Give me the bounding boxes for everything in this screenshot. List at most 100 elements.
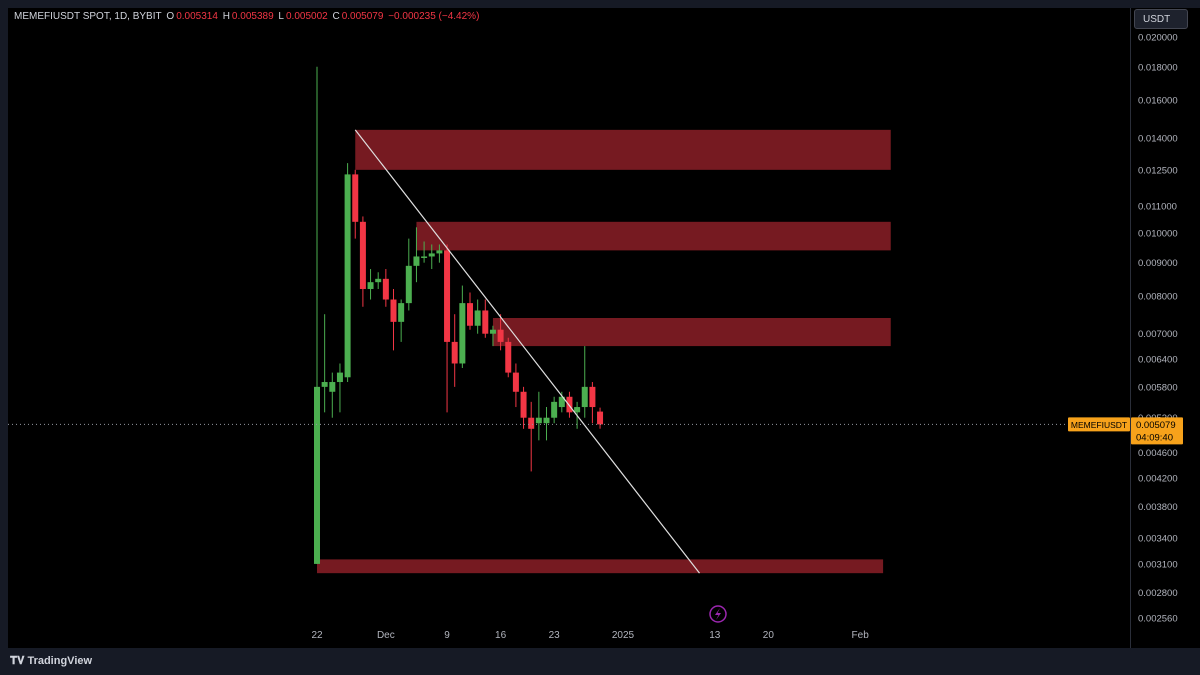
candle-body [314,386,320,564]
y-tick-label: 0.006400 [1138,355,1178,366]
high-value: 0.005389 [231,11,274,22]
y-tick-label: 0.011000 [1138,201,1177,212]
candle-body [489,329,496,334]
candle-body [505,341,512,373]
y-tick-label: 0.004200 [1138,474,1178,485]
currency-button[interactable]: USDT [1134,9,1188,29]
x-tick-label: 16 [495,630,507,641]
candle-body [574,407,581,413]
candle-body [520,391,527,418]
footer-bar [0,648,1200,675]
candle-body [421,256,428,258]
candle-body [405,265,412,304]
lightning-icon[interactable] [709,605,727,623]
candle-body [413,256,420,266]
trendline [354,129,700,574]
supply-zone-3 [492,318,891,347]
candle-body [375,278,382,283]
close-label: C [332,11,340,22]
low-value: 0.005002 [285,11,328,22]
y-tick-label: 0.007000 [1138,329,1178,340]
x-tick-label: 9 [444,630,450,641]
symbol-title[interactable]: MEMEFIUSDT SPOT, 1D, BYBIT [14,11,162,22]
y-tick-label: 0.012500 [1138,165,1178,176]
x-tick-label: 22 [311,630,323,641]
y-tick-label: 0.020000 [1138,33,1178,44]
open-value: 0.005314 [176,11,218,22]
change-value: −0.000235 (−4.42%) [388,11,480,22]
candle-body [497,329,504,342]
x-tick-label: Dec [377,630,395,641]
y-tick-label: 0.004600 [1138,448,1178,459]
candle-body [359,221,366,289]
trendline-layer [354,129,700,574]
open-label: O [166,11,175,22]
y-axis-ticks: 0.020000 0.018000 0.016000 0.014000 0.012500… [1138,33,1178,625]
x-tick-label: 20 [763,630,775,641]
candle-body [444,250,451,342]
candle-body [367,282,374,289]
candle-body [528,417,535,429]
tradingview-mark-icon: 𝐓𝐕 [10,655,25,667]
candle-body [551,401,558,418]
candle-body [436,250,443,254]
candle-body [321,382,328,387]
y-tick-label: 0.008000 [1138,291,1178,302]
tradingview-logo[interactable]: 𝐓𝐕 TradingView [10,655,92,668]
y-tick-label: 0.009000 [1138,258,1178,269]
candle-body [398,303,405,322]
last-price-value: 0.005079 [1136,420,1176,431]
y-tick-label: 0.005800 [1138,382,1178,393]
candle-bodies [314,174,604,564]
supply-zones [317,129,891,574]
y-tick-label: 0.016000 [1138,96,1178,107]
candle-body [344,174,351,378]
candle-body [581,386,588,408]
last-price-symbol: MEMEFIUSDT [1071,420,1127,430]
x-tick-label: 2025 [612,630,635,641]
supply-zone-4 [317,559,884,574]
close-value: 0.005079 [341,11,384,22]
x-tick-label: 23 [549,630,561,641]
x-tick-label: Feb [852,630,870,641]
candle-body [451,341,458,364]
candle-body [390,299,397,322]
y-tick-label: 0.003800 [1138,502,1178,513]
candle-body [467,303,473,326]
last-price-symbol-box [1068,417,1130,432]
y-tick-label: 0.003100 [1138,559,1178,570]
candle-body [336,372,343,383]
candle-body [566,396,573,413]
y-tick-label: 0.002560 [1138,614,1178,625]
y-tick-label: 0.014000 [1138,133,1178,144]
chart-svg[interactable]: 0.020000 0.018000 0.016000 0.014000 0.012500… [0,0,1200,648]
high-label: H [222,11,230,22]
candle-body [352,174,359,222]
candle-body [329,382,336,392]
low-label: L [278,11,284,22]
x-axis-ticks: 22 Dec 9 16 23 2025 13 20 Feb [311,630,869,641]
x-tick-label: 13 [709,630,721,641]
candle-body [535,417,542,424]
last-price-box [1131,417,1183,445]
candle-body [558,396,565,408]
supply-zone-1 [355,129,891,170]
candle-body [474,310,481,326]
candle-body [597,411,604,425]
candle-body [382,278,389,300]
supply-zone-2 [416,221,891,251]
price-scale[interactable] [1130,8,1200,648]
y-tick-label: 0.010000 [1138,228,1178,239]
candle-body [459,303,466,364]
candle-body [543,417,550,424]
last-price-countdown: 04:09:40 [1136,432,1173,443]
y-tick-label: 0.003400 [1138,533,1178,544]
candle-body [512,372,519,392]
candle-body [482,310,489,334]
symbol-legend: MEMEFIUSDT SPOT, 1D, BYBIT O 0.005314 H 0.… [14,11,481,22]
candle-body [589,386,596,408]
brand-label: TradingView [27,655,93,667]
candle-body [428,253,435,257]
y-tick-label: 0.018000 [1138,62,1178,73]
